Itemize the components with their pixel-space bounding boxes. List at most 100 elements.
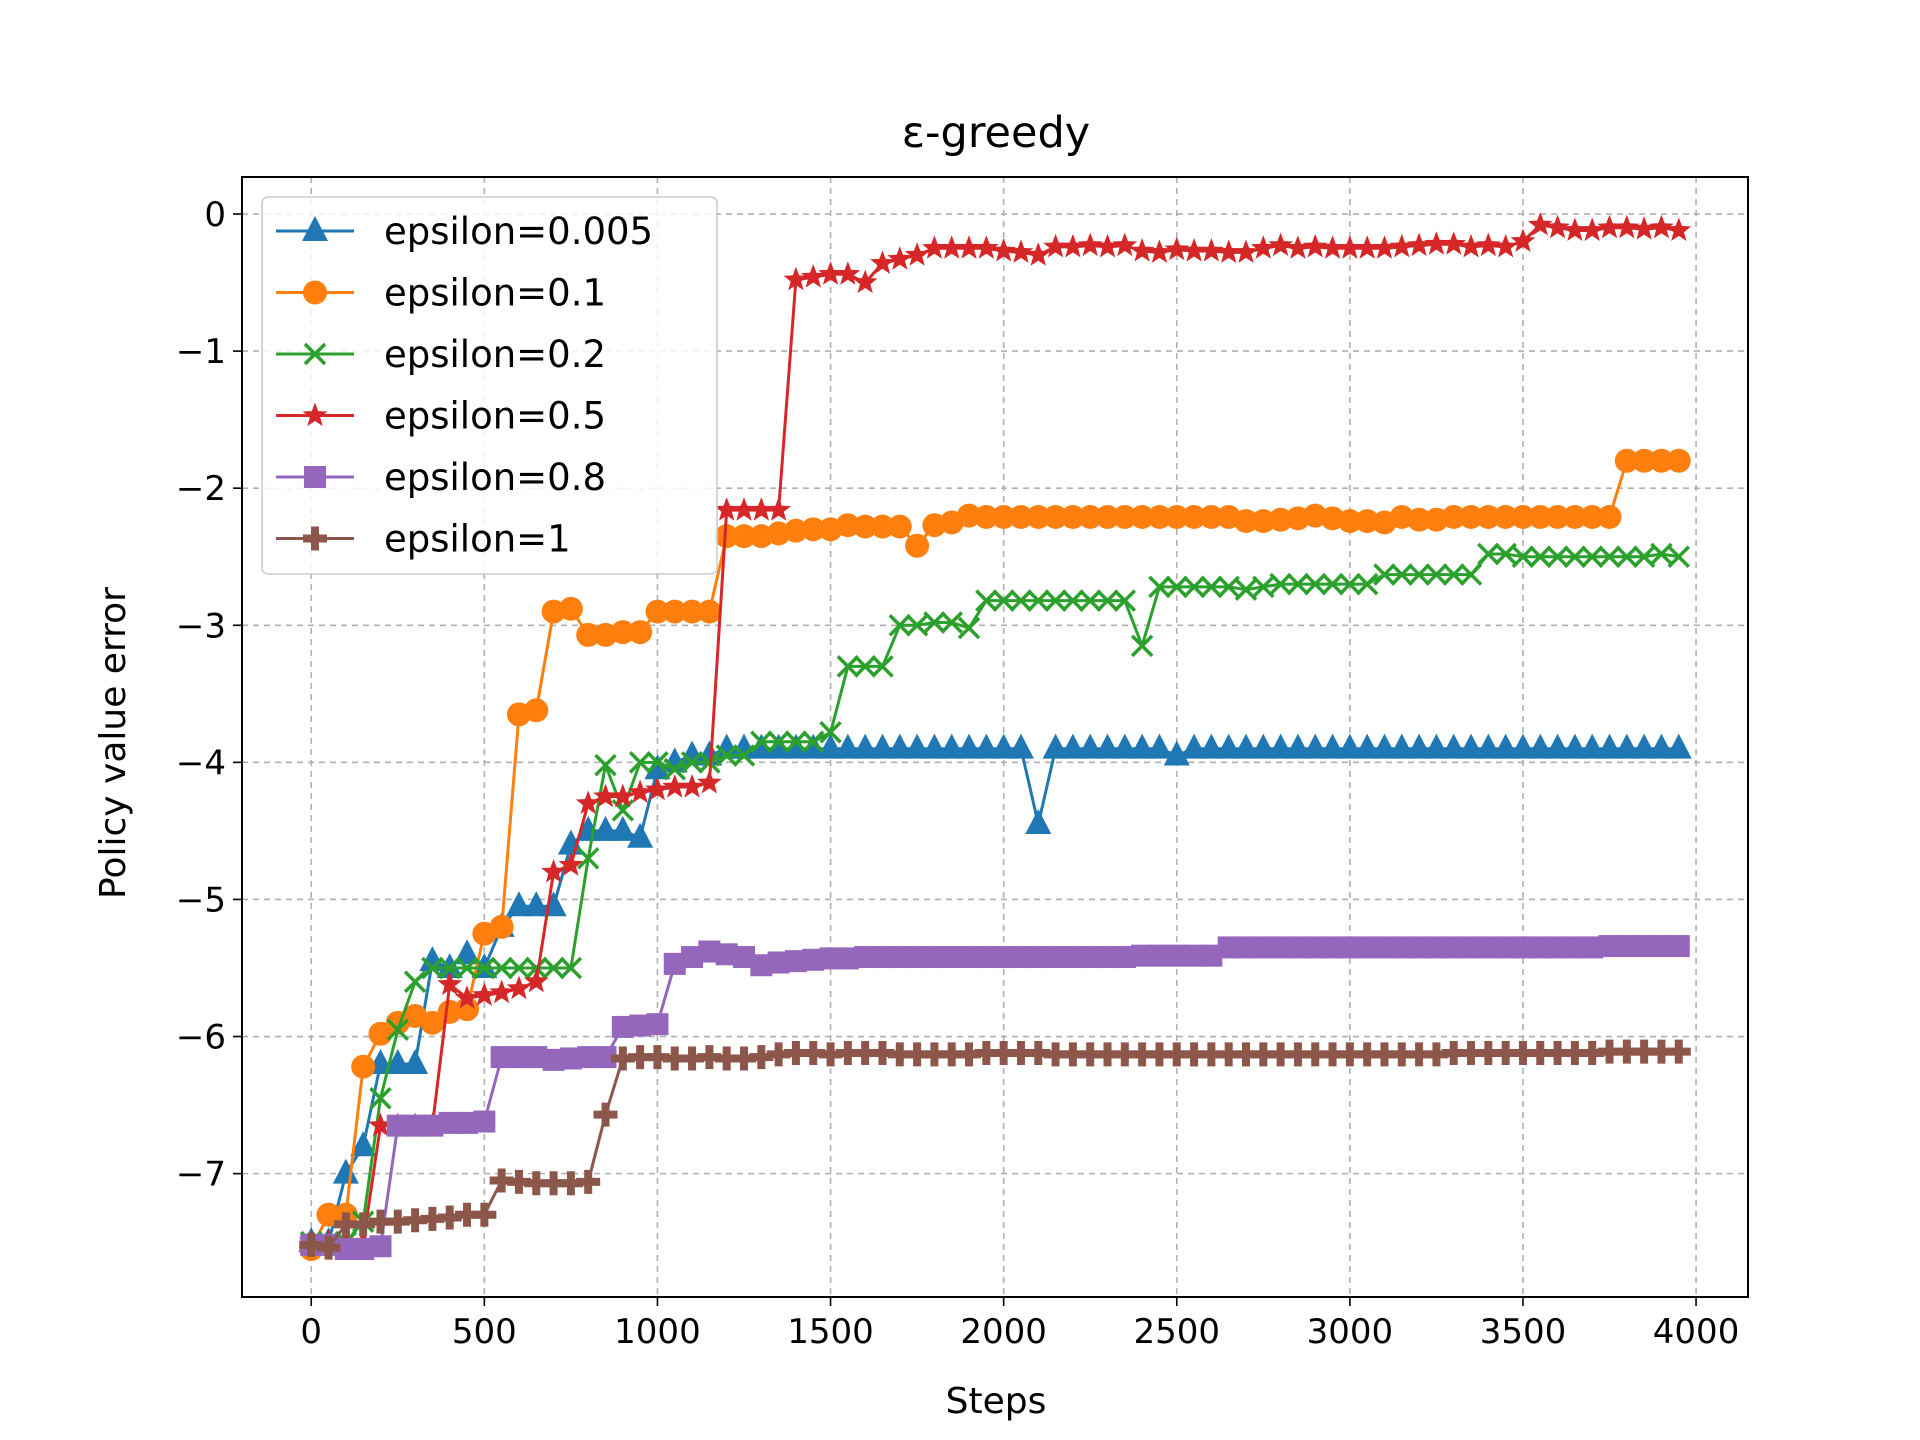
data-point	[1650, 935, 1673, 958]
data-point	[627, 822, 654, 848]
data-point	[351, 1054, 376, 1079]
series-epsilon=1	[299, 1039, 1691, 1260]
legend-marker	[302, 216, 328, 241]
data-point	[818, 1042, 843, 1067]
data-point	[767, 951, 790, 974]
data-point	[1060, 1042, 1085, 1067]
data-point	[1009, 946, 1032, 969]
data-point	[714, 497, 740, 521]
legend-item: epsilon=0.005	[276, 210, 653, 253]
data-point	[1077, 733, 1104, 759]
data-point	[1182, 504, 1207, 529]
data-point	[887, 1042, 912, 1067]
data-point	[1425, 563, 1448, 586]
data-point	[1215, 733, 1242, 759]
data-point	[836, 947, 859, 970]
data-point	[332, 1158, 359, 1184]
data-point	[455, 1202, 480, 1227]
data-point	[679, 740, 706, 766]
data-point	[1182, 575, 1206, 599]
data-point	[489, 979, 514, 1004]
data-point	[940, 611, 963, 634]
data-point	[1458, 233, 1484, 258]
data-point	[1614, 448, 1639, 473]
data-point	[1268, 507, 1293, 532]
y-tick-label: −7	[176, 1155, 226, 1195]
data-point	[1665, 733, 1692, 759]
data-point	[1529, 545, 1552, 568]
data-point	[1650, 542, 1673, 566]
data-point	[835, 513, 860, 538]
legend-label: epsilon=0.2	[384, 333, 606, 376]
data-point	[871, 946, 894, 969]
data-point	[369, 1086, 392, 1110]
data-point	[1632, 1039, 1657, 1064]
data-point	[1130, 504, 1155, 529]
data-point	[1025, 809, 1052, 835]
legend-item: epsilon=0.2	[276, 333, 606, 376]
data-point	[1598, 545, 1621, 568]
data-point	[438, 1111, 461, 1134]
data-point	[782, 733, 809, 759]
data-point	[1250, 733, 1277, 759]
data-point	[1355, 1042, 1380, 1067]
series-epsilon=0.1	[299, 448, 1691, 1262]
data-point	[1424, 1042, 1449, 1067]
data-point	[1338, 572, 1362, 596]
data-point	[1129, 733, 1156, 759]
data-point	[698, 940, 721, 963]
data-point	[575, 790, 601, 814]
data-point	[697, 599, 722, 624]
data-point	[1596, 733, 1623, 759]
data-point	[473, 956, 496, 980]
data-point	[680, 751, 704, 774]
legend-label: epsilon=0.005	[384, 210, 653, 253]
data-point	[1562, 504, 1587, 529]
data-point	[697, 1045, 722, 1070]
data-point	[870, 250, 895, 274]
data-point	[958, 946, 981, 969]
data-point	[905, 533, 930, 558]
data-point	[992, 946, 1015, 969]
data-point	[1598, 935, 1621, 958]
data-point	[1354, 733, 1381, 759]
legend-item: epsilon=0.1	[276, 272, 606, 315]
data-point	[1337, 509, 1362, 534]
data-point	[1562, 1040, 1587, 1065]
data-point	[1026, 1040, 1051, 1065]
data-point	[1667, 935, 1690, 958]
data-point	[1165, 944, 1188, 967]
data-point	[610, 1046, 635, 1071]
data-point	[1597, 214, 1622, 239]
data-point	[1390, 936, 1413, 959]
data-point	[386, 1114, 409, 1137]
data-point	[1390, 563, 1414, 586]
data-point	[854, 946, 877, 969]
data-point	[577, 1046, 600, 1069]
data-point	[1113, 589, 1137, 612]
data-point	[1337, 1042, 1362, 1067]
data-point	[731, 497, 757, 521]
data-point	[628, 1045, 653, 1070]
data-point	[1061, 589, 1085, 612]
data-point	[1406, 733, 1433, 759]
data-point	[611, 1015, 634, 1038]
y-tick-label: −5	[176, 880, 226, 920]
data-point	[525, 956, 548, 980]
data-point	[594, 1046, 617, 1069]
data-point	[1148, 944, 1171, 967]
data-point	[505, 891, 532, 917]
data-point	[939, 1042, 964, 1067]
data-point	[1355, 572, 1379, 596]
data-point	[713, 733, 740, 759]
data-point	[731, 733, 757, 759]
data-point	[1528, 504, 1553, 529]
data-point	[663, 952, 686, 975]
data-point	[350, 1131, 377, 1157]
data-point	[888, 614, 912, 637]
data-point	[1008, 239, 1034, 263]
data-point	[403, 970, 427, 993]
data-point	[1181, 733, 1208, 759]
y-tick-label: −2	[176, 469, 226, 509]
